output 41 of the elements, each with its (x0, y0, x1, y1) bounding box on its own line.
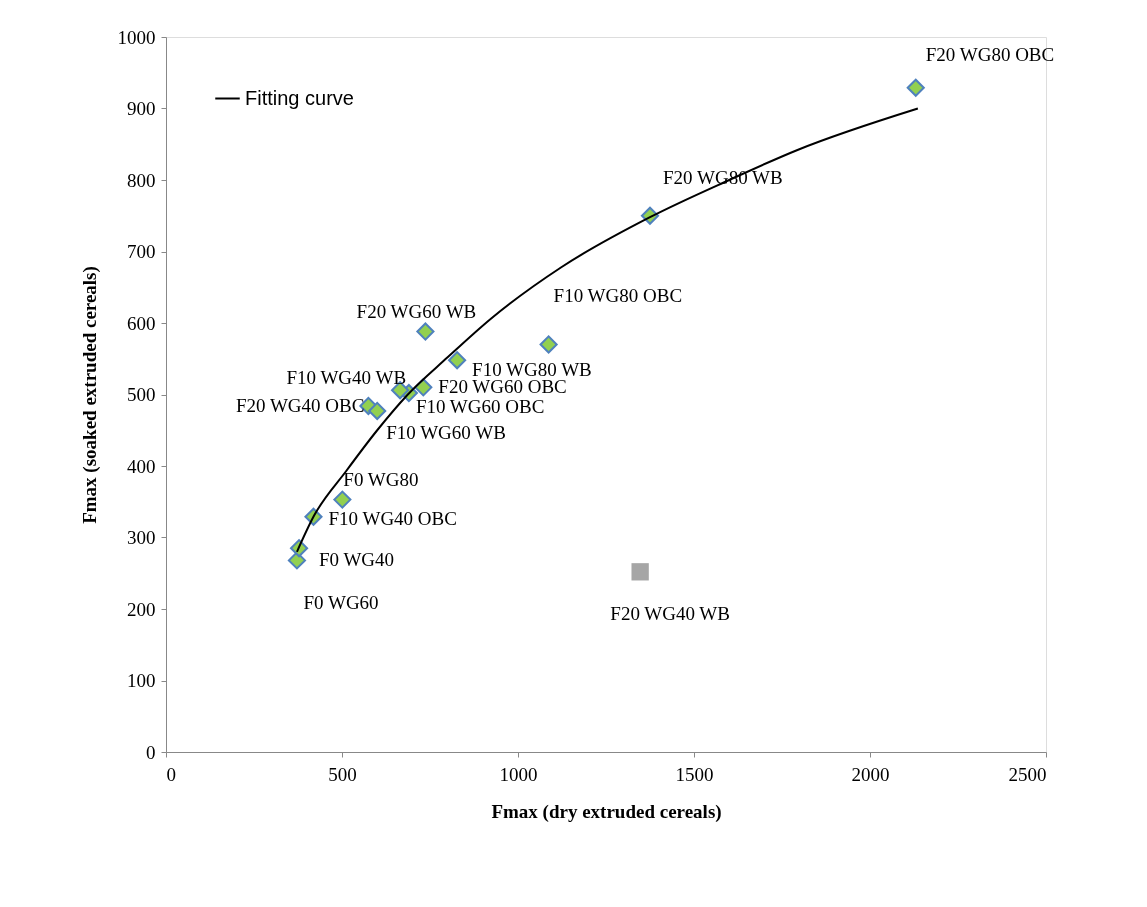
point (448, 351, 467, 370)
x-tick-label: 500 (328, 763, 357, 785)
point (631, 563, 649, 581)
y-tick-label: 400 (127, 455, 156, 477)
point (333, 490, 352, 509)
annotation: F10 WG80 OBC (553, 285, 683, 307)
x-tick-label: 2500 (1008, 763, 1047, 785)
y-tick-label: 200 (127, 598, 156, 620)
y-tick-label: 800 (127, 169, 156, 191)
annotation: F0 WG80 (343, 468, 419, 490)
annotation: F20 WG40 OBC (235, 394, 365, 416)
annotation: F20 WG60 WB (356, 300, 477, 322)
annotation: F20 WG80 OBC (925, 43, 1055, 65)
y-tick-label: 100 (127, 670, 156, 691)
annotation: F10 WG60 OBC (415, 396, 545, 418)
y-tick-label: 1000 (117, 26, 156, 48)
y-tick-label: 300 (127, 527, 156, 548)
x-tick-label: 2000 (851, 763, 890, 785)
point (414, 378, 433, 397)
y-tick-label: 900 (127, 98, 156, 119)
y-tick-label: 0 (146, 741, 156, 763)
x-axis-title: Fmax (dry extruded cereals) (491, 800, 722, 823)
y-tick-label: 500 (127, 384, 156, 405)
y-tick-label: 600 (127, 312, 156, 334)
annotation: F0 WG40 (318, 549, 395, 571)
annotation: F10 WG40 OBC (328, 507, 457, 529)
y-axis-title: Fmax (soaked extruded cereals) (78, 266, 101, 524)
point (539, 335, 558, 354)
x-tick-label: 0 (166, 763, 176, 785)
point (416, 322, 435, 341)
y-tick-label: 700 (127, 241, 156, 262)
x-tick-label: 1500 (675, 763, 714, 785)
annotation: F10 WG40 WB (286, 367, 407, 389)
point (906, 78, 925, 97)
x-tick-label: 1000 (499, 763, 538, 785)
point (368, 401, 387, 421)
point (287, 551, 307, 570)
legend-label: Fitting curve (245, 86, 354, 109)
annotation: F0 WG60 (303, 592, 379, 614)
annotation: F10 WG60 WB (386, 421, 506, 443)
annotation: F20 WG40 WB (610, 602, 730, 624)
